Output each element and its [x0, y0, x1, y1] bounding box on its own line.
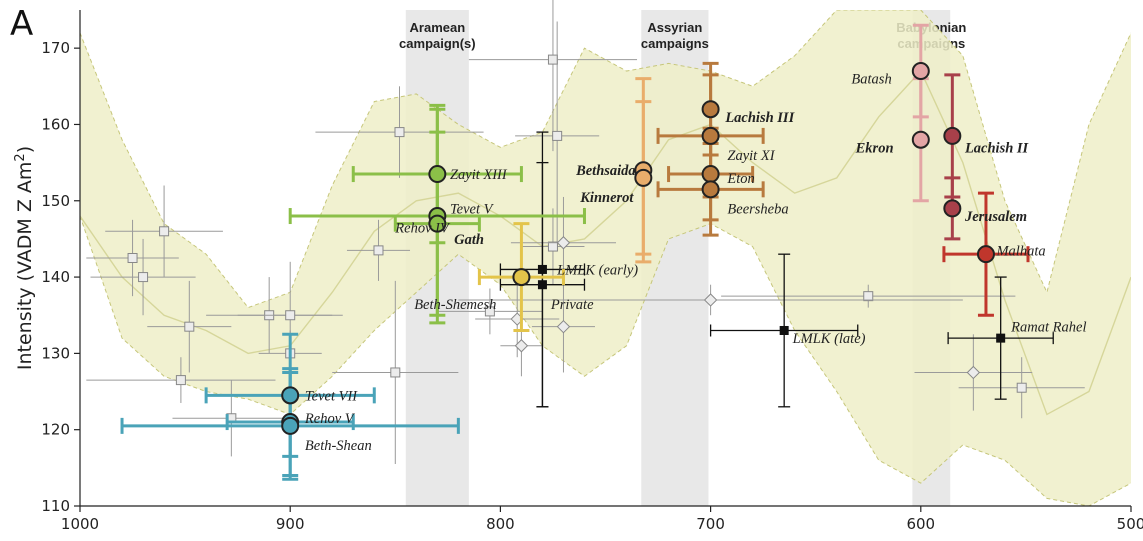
site-label-15: Beersheba: [727, 201, 788, 217]
x-tick-label-3: 700: [696, 515, 725, 533]
gray-square-marker-7: [285, 310, 296, 321]
black-square-marker-1: [537, 280, 547, 290]
y-tick-label-6: 170: [41, 39, 70, 57]
y-tick-label-4: 150: [41, 192, 70, 210]
site-label-1: Tevet V: [450, 201, 495, 217]
site-marker-4-2: [701, 165, 720, 184]
site-marker-6-0: [943, 126, 962, 145]
gray-square-marker-0: [127, 253, 138, 263]
gray-diamond-marker-18: [556, 236, 571, 250]
y-tick-label-2: 130: [41, 344, 70, 362]
site-label-13: Zayit XI: [727, 148, 775, 164]
site-marker-4-0: [701, 100, 720, 119]
site-label-21: Malhata: [995, 243, 1045, 259]
site-label-16: LMLK (late): [792, 331, 866, 347]
site-marker-1-0: [281, 386, 300, 405]
site-label-5: Rehov V: [304, 411, 356, 427]
site-marker-0-2: [428, 214, 447, 233]
site-label-14: Eton: [726, 171, 754, 187]
gray-square-marker-3: [184, 321, 195, 332]
envelope-lower: [80, 215, 1131, 506]
campaign-title-1-0: Assyrian: [647, 20, 702, 35]
envelope-upper: [80, 10, 1131, 309]
gray-square-marker-13: [547, 54, 558, 65]
site-label-9: Private: [550, 297, 594, 313]
gray-square-marker-9: [390, 367, 401, 378]
x-tick-label-2: 800: [486, 515, 515, 533]
panel-label: A: [10, 4, 34, 44]
site-marker-6-1: [943, 199, 962, 218]
site-marker-0-0: [428, 165, 447, 184]
x-tick-label-4: 600: [906, 515, 935, 533]
site-marker-2-0: [512, 268, 531, 287]
site-label-10: Bethsaida: [575, 163, 636, 179]
site-marker-5-0: [911, 62, 930, 81]
site-marker-1-2: [281, 416, 300, 435]
gray-square-marker-14: [552, 130, 563, 141]
black-square-marker-3: [996, 333, 1006, 343]
site-marker-5-1: [911, 130, 930, 149]
y-tick-label-5: 160: [41, 115, 70, 133]
confidence-envelope: [80, 10, 1131, 506]
y-tick-label-0: 110: [41, 497, 70, 515]
gray-square-marker-10: [394, 127, 405, 138]
site-label-0: Zayit XIII: [450, 167, 508, 183]
black-square-marker-2: [779, 325, 789, 335]
site-marker-7-0: [976, 245, 995, 264]
site-label-4: Tevet VII: [305, 388, 358, 404]
gray-square-marker-1: [159, 226, 170, 237]
campaign-title-1-1: campaigns: [641, 36, 709, 51]
site-label-22: Ramat Rahel: [1010, 320, 1086, 336]
gray-square-marker-2: [138, 272, 149, 283]
site-label-7: Beth-Shemesh: [414, 297, 496, 313]
gray-square-marker-11: [373, 245, 384, 256]
envelope-fill: [80, 10, 1131, 506]
site-label-18: Ekron: [855, 140, 894, 156]
gray-square-marker-17: [1016, 382, 1027, 393]
gray-diamond-marker-20: [556, 319, 571, 334]
site-marker-4-3: [701, 180, 720, 199]
site-label-11: Kinnerot: [579, 190, 634, 206]
site-label-6: Beth-Shean: [305, 438, 372, 454]
y-tick-label-1: 120: [41, 421, 70, 439]
site-label-20: Jerusalem: [964, 209, 1027, 225]
site-data-points: [120, 23, 1030, 481]
x-tick-label-5: 500: [1117, 515, 1143, 533]
site-label-19: Lachish II: [964, 140, 1030, 156]
gray-square-marker-15: [547, 241, 558, 252]
gray-diamond-marker-23: [966, 365, 981, 380]
gray-diamond-marker-22: [703, 293, 718, 307]
campaign-title-0-0: Aramean: [410, 20, 466, 35]
campaign-title-0-1: campaign(s): [399, 36, 476, 51]
site-label-3: Gath: [454, 232, 484, 248]
site-label-17: Batash: [851, 72, 891, 88]
x-tick-label-0: 1000: [61, 515, 99, 533]
y-tick-label-3: 140: [41, 268, 70, 286]
site-label-12: Lachish III: [724, 110, 795, 126]
mean-curve: [80, 69, 1131, 416]
x-tick-label-1: 900: [276, 515, 305, 533]
gray-square-marker-12: [484, 306, 495, 317]
gray-square-marker-16: [863, 291, 874, 302]
site-marker-4-1: [701, 126, 720, 145]
axes: 110 120 130 140 150 160 170 1000 900 800 700 600 500: [41, 10, 1143, 533]
site-label-8: LMLK (early): [556, 262, 638, 278]
site-marker-3-1: [634, 168, 653, 187]
y-axis-label: Intensity (VADM Z Am2): [13, 146, 36, 370]
gray-square-marker-4: [175, 375, 186, 386]
gray-diamond-marker-21: [514, 339, 529, 353]
black-data-points: [499, 131, 1054, 408]
site-label-2: Rehov IV: [394, 220, 451, 236]
